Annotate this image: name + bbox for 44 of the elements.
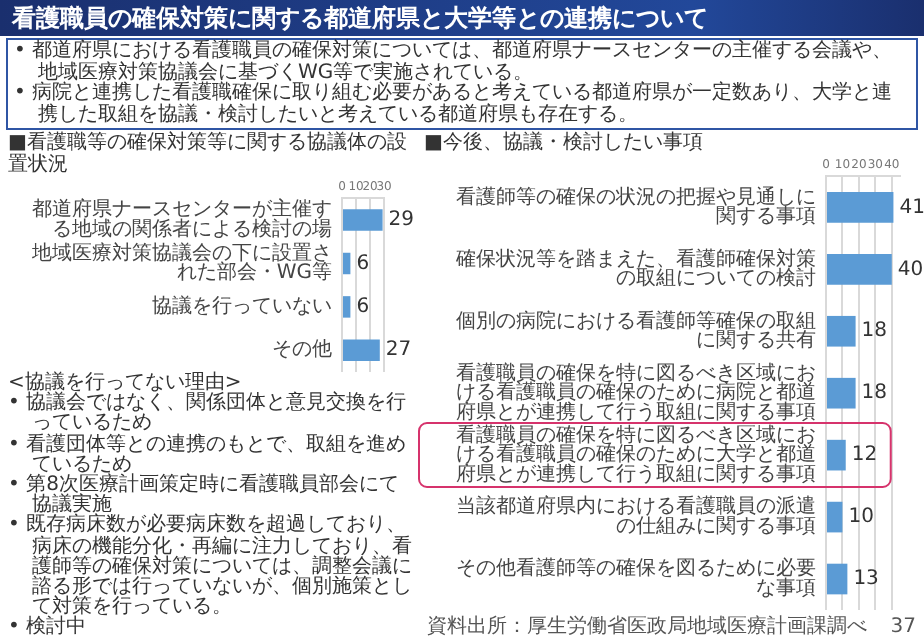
y-tick-label: その他: [272, 337, 332, 362]
text: 資料出所：厚生労働省医政局地域医療計画課調べ: [426, 616, 867, 638]
y-tick-label: 当該都道府県内における看護職員の派遣の仕組みに関する事項: [456, 494, 816, 539]
text: ■今後、協議・検討したい事項: [424, 132, 705, 154]
text: • 都道府県における看護職員の確保対策については、都道府県ナースセンターの主催する会議や、地域医療対策協議会に基づくWG等で実施されている。: [14, 40, 895, 84]
bar: [827, 315, 856, 347]
data-label: 6: [356, 252, 370, 275]
bar: [343, 209, 383, 231]
y-tick-label: 看護師等の確保の状況の把握や見通しに関する事項: [456, 184, 816, 229]
bar: [827, 439, 846, 471]
text: • 病院と連携した看護職確保に取り組む必要があると考えている都道府県が一定数あり、大学と連携した取組を協議・検討したいと考えている都道府県も存在する。: [14, 82, 895, 127]
bar: [827, 253, 892, 285]
bar: [827, 501, 843, 533]
data-label: 13: [853, 568, 879, 591]
y-tick-label: 個別の病院における看護師等確保の取組に関する共有: [456, 308, 816, 353]
bar: [343, 252, 351, 275]
bar: [827, 563, 848, 595]
data-label: 41: [899, 196, 924, 219]
y-tick-label: 協議を行っていない: [152, 294, 332, 319]
y-tick-label: 地域医療対策協議会の下に設置された部会・WG等: [30, 240, 332, 285]
data-label: 18: [861, 320, 888, 343]
text: <協議を行ってない理由>: [8, 372, 242, 394]
y-tick-label: その他看護師等の確保を図るために必要な事項: [456, 556, 816, 601]
text: 看護職員の確保対策に関する都道府県と大学等との連携について: [0, 0, 924, 36]
bar: [343, 296, 351, 318]
text: • 協議会ではなく、関係団体と意見交換を行っているため: [8, 392, 409, 435]
data-label: 6: [356, 296, 370, 319]
y-tick-label: 確保状況等を踏まえた、看護師確保対策の取組についての検討: [454, 246, 816, 291]
y-tick-label: 都道府県ナースセンターが主催する地域の関係者による検討の場: [32, 197, 332, 242]
text: • 看護団体等との連携のもとで、取組を進めているため: [8, 433, 409, 476]
data-label: 40: [897, 258, 924, 281]
bar: [827, 377, 856, 409]
bar: [827, 192, 894, 223]
text: 37: [890, 616, 916, 638]
data-label: 12: [851, 444, 878, 467]
data-label: 18: [861, 382, 888, 405]
data-label: 27: [385, 339, 412, 362]
data-label: 10: [848, 506, 874, 529]
text: • 検討中: [8, 616, 89, 640]
chart-title: ■看護職等の確保対策等に関する協議体の設置状況: [8, 132, 409, 176]
bar: [343, 339, 380, 362]
y-tick-label: 看護職員の確保を特に図るべき区域における看護職員の確保のために病院と都道府県とが連携して行う取組に関する事項: [456, 360, 816, 424]
y-tick-label: 看護職員の確保を特に図るべき区域における看護職員の確保のために大学と都道府県とが連携して行う取組に関する事項: [456, 422, 816, 486]
data-label: 29: [388, 209, 415, 232]
